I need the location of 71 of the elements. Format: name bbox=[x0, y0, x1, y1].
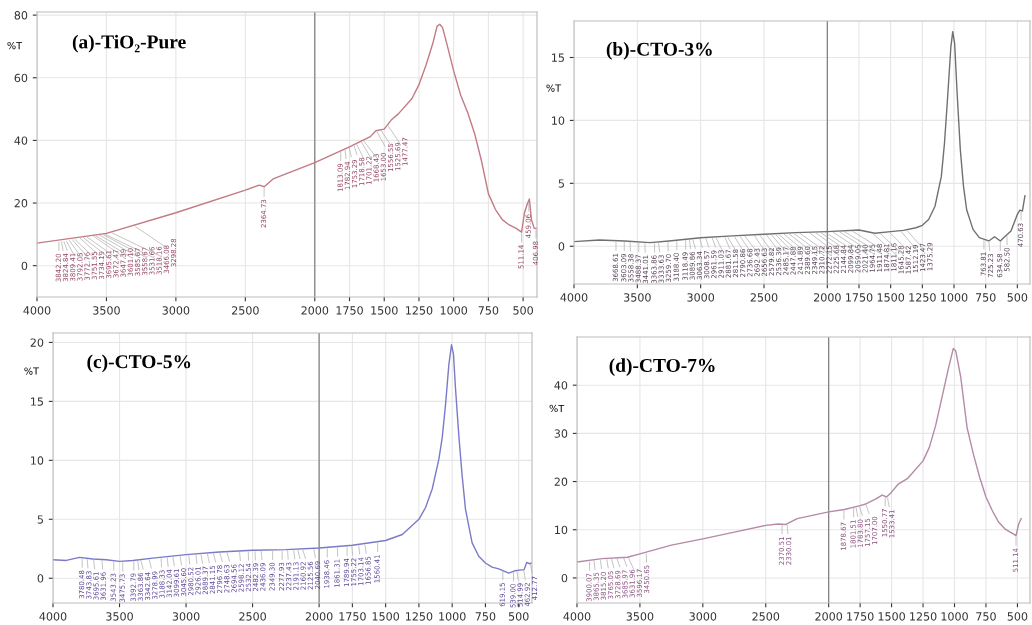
x-tick-label: 1750 bbox=[847, 612, 874, 621]
x-tick-label: 1250 bbox=[406, 306, 433, 315]
x-tick-label: 3000 bbox=[689, 612, 717, 621]
x-tick-label: 3000 bbox=[172, 612, 200, 621]
y-tick-label: 0 bbox=[21, 261, 28, 271]
x-tick-label: 3500 bbox=[93, 306, 120, 315]
x-tick-label: 500 bbox=[1007, 293, 1028, 302]
y-tick-label: 20 bbox=[14, 199, 28, 208]
y-tick-label: 5 bbox=[37, 515, 43, 524]
x-tick-label: 3000 bbox=[162, 306, 190, 315]
y-tick-label: 20 bbox=[554, 477, 568, 486]
x-tick-label: 4000 bbox=[39, 612, 67, 621]
x-tick-label: 750 bbox=[976, 612, 996, 621]
y-tick-label: 20 bbox=[30, 338, 44, 347]
y-tick-label: 0 bbox=[561, 573, 568, 583]
y-tick-label: 15 bbox=[31, 397, 43, 406]
x-tick-label: 500 bbox=[1007, 612, 1028, 621]
y-tick-label: 30 bbox=[554, 429, 568, 438]
x-tick-label: 750 bbox=[975, 293, 996, 302]
x-tick-label: 4000 bbox=[560, 293, 588, 302]
x-tick-label: 2000 bbox=[814, 293, 841, 302]
x-tick-label: 750 bbox=[478, 306, 499, 315]
y-axis-title: %T bbox=[549, 404, 565, 413]
x-tick-label: 1000 bbox=[440, 306, 468, 315]
y-tick-label: 15 bbox=[552, 53, 564, 62]
text: (d)-CTO-7% bbox=[609, 358, 715, 376]
y-tick-label: 0 bbox=[37, 574, 44, 583]
y-tick-label: 10 bbox=[552, 116, 565, 125]
x-tick-label: 1000 bbox=[941, 612, 968, 621]
text: (b)-CTO-3% bbox=[606, 42, 712, 60]
x-tick-label: 2500 bbox=[239, 612, 266, 621]
x-tick-label: 4000 bbox=[563, 612, 591, 621]
x-tick-label: 1750 bbox=[846, 293, 873, 302]
y-tick-label: 5 bbox=[558, 179, 564, 188]
x-tick-label: 3000 bbox=[687, 293, 715, 302]
y-tick-label: 40 bbox=[14, 136, 28, 145]
y-tick-label: 0 bbox=[558, 242, 565, 251]
x-tick-label: 1500 bbox=[372, 612, 400, 621]
y-axis-title: %T bbox=[546, 84, 562, 92]
x-tick-label: 3500 bbox=[106, 612, 133, 621]
y-tick-label: 60 bbox=[14, 73, 28, 83]
y-axis-title: %T bbox=[7, 41, 23, 50]
y-tick-label: 40 bbox=[554, 381, 568, 390]
x-tick-label: 2000 bbox=[305, 612, 333, 621]
x-tick-label: 1000 bbox=[439, 612, 466, 621]
y-tick-label: 10 bbox=[31, 456, 44, 465]
x-tick-label: 1500 bbox=[878, 612, 905, 621]
x-tick-label: 1750 bbox=[336, 306, 363, 315]
x-tick-label: 2000 bbox=[815, 612, 843, 621]
x-tick-label: 500 bbox=[508, 612, 529, 621]
x-tick-label: 2500 bbox=[750, 293, 778, 302]
y-tick-label: 10 bbox=[555, 525, 568, 535]
x-tick-label: 1000 bbox=[941, 293, 968, 302]
x-tick-label: 1750 bbox=[339, 612, 366, 621]
x-tick-label: 3500 bbox=[624, 293, 651, 302]
y-tick-label: 80 bbox=[14, 11, 28, 20]
y-axis-title: %T bbox=[24, 367, 40, 375]
text: (c)-CTO-5% bbox=[87, 354, 191, 373]
x-tick-label: 1250 bbox=[405, 612, 433, 621]
x-tick-label: 500 bbox=[513, 306, 533, 315]
x-tick-label: 4000 bbox=[23, 306, 51, 315]
x-tick-label: 1250 bbox=[910, 612, 937, 621]
x-tick-label: 1500 bbox=[371, 306, 398, 315]
x-tick-label: 3500 bbox=[626, 612, 654, 621]
x-tick-label: 2500 bbox=[752, 612, 780, 621]
text: (a)-TiO₂-Pure bbox=[72, 34, 186, 53]
x-tick-label: 2500 bbox=[232, 306, 259, 315]
x-tick-label: 2000 bbox=[301, 306, 329, 315]
x-tick-label: 1500 bbox=[877, 293, 905, 302]
x-tick-label: 1250 bbox=[909, 293, 936, 302]
x-tick-label: 750 bbox=[475, 612, 496, 621]
